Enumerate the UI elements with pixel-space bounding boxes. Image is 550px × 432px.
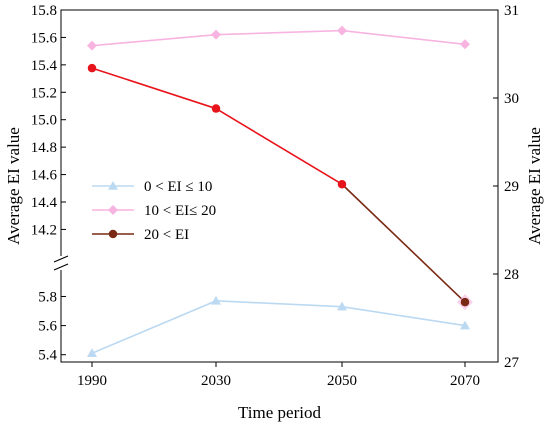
- legend: 0 < EI ≤ 10 10 < EI≤ 20 20 < EI: [92, 179, 216, 243]
- data-point: [460, 39, 470, 50]
- series-triangle: [87, 295, 470, 358]
- data-point: [337, 179, 347, 189]
- left-tick-label: 14.8: [31, 140, 57, 156]
- series-diamond: [87, 25, 470, 51]
- left-tick-label: 5.8: [38, 289, 57, 305]
- left-tick-label: 15.8: [31, 3, 57, 19]
- right-tick-label: 28: [504, 267, 519, 283]
- left-tick-label: 5.6: [38, 319, 57, 335]
- series-line: [91, 29, 466, 47]
- series-line-segment: [215, 107, 343, 185]
- legend-label: 10 < EI≤ 20: [144, 203, 216, 219]
- axes: 5.4 5.6 5.8 14.2 14.4 14.6 14.8 15.0 15.2 15.4 15.…: [31, 3, 520, 389]
- left-tick-label: 5.4: [38, 348, 57, 364]
- legend-item: 20 < EI: [92, 227, 189, 243]
- y-axis-title-left: Average EI value: [4, 127, 23, 245]
- x-tick-label: 2070: [450, 373, 480, 389]
- axis-break-mark: [53, 263, 69, 271]
- legend-marker: [108, 181, 118, 190]
- x-axis-title: Time period: [238, 403, 321, 422]
- right-tick-label: 30: [504, 91, 519, 107]
- data-point: [460, 320, 470, 330]
- legend-label: 0 < EI ≤ 10: [144, 179, 212, 195]
- data-point: [211, 104, 221, 113]
- data-point: [337, 301, 347, 311]
- left-tick-label: 15.4: [31, 58, 58, 74]
- left-tick-label: 15.2: [31, 85, 57, 101]
- left-tick-label: 15.0: [31, 113, 57, 129]
- data-point: [337, 25, 347, 36]
- data-point: [87, 40, 97, 51]
- left-tick-label: 14.4: [31, 195, 58, 211]
- y-axis-title-right: Average EI value: [525, 127, 544, 245]
- left-tick-label: 14.2: [31, 222, 57, 238]
- left-tick-label: 14.6: [31, 168, 58, 184]
- legend-item: 0 < EI ≤ 10: [92, 179, 212, 195]
- legend-label: 20 < EI: [144, 227, 189, 243]
- legend-item: 10 < EI≤ 20: [92, 203, 216, 219]
- series-line-segment: [91, 67, 217, 110]
- series: [87, 25, 473, 358]
- series-circle: [87, 63, 473, 311]
- x-tick-label: 2030: [201, 373, 231, 389]
- x-tick-label: 1990: [77, 373, 107, 389]
- legend-marker: [108, 205, 118, 215]
- x-tick-label: 2050: [327, 373, 357, 389]
- right-tick-label: 29: [504, 179, 519, 195]
- series-line-segment: [341, 183, 466, 303]
- right-tick-label: 27: [504, 355, 520, 371]
- axis-break-gap: [53, 256, 69, 270]
- left-tick-label: 15.6: [31, 30, 58, 46]
- data-point: [460, 297, 470, 307]
- axis-break-mark: [53, 255, 69, 263]
- data-point: [211, 295, 221, 305]
- data-point: [87, 63, 97, 73]
- series-line: [91, 300, 466, 355]
- legend-marker: [108, 229, 118, 239]
- data-point: [87, 348, 97, 358]
- data-point: [211, 29, 221, 40]
- right-tick-label: 31: [504, 3, 519, 19]
